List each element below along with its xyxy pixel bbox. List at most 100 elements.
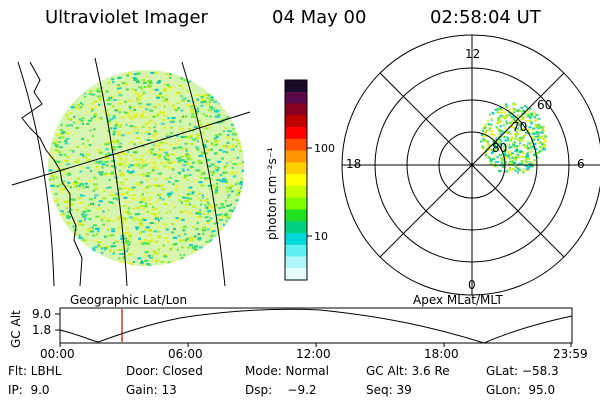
- uv-speckle-dot: [216, 182, 219, 185]
- uv-speckle-dot: [176, 157, 180, 160]
- uv-speckle-dot: [202, 226, 207, 229]
- uv-speckle-dot: [101, 216, 106, 219]
- polar-speckle-dot: [521, 116, 525, 119]
- uv-speckle-dot: [139, 222, 143, 225]
- uv-speckle-dot: [177, 159, 181, 162]
- polar-speckle-dot: [491, 152, 493, 155]
- uv-speckle-dot: [240, 195, 244, 198]
- uv-speckle-dot: [215, 189, 218, 192]
- polar-speckle-dot: [530, 145, 533, 148]
- uv-speckle-dot: [218, 102, 223, 105]
- uv-speckle-dot: [122, 245, 127, 248]
- uv-speckle-dot: [142, 175, 145, 178]
- uv-speckle-dot: [202, 144, 207, 147]
- uv-speckle-dot: [166, 84, 170, 87]
- polar-speckle-dot: [521, 137, 525, 140]
- uv-speckle-dot: [87, 159, 91, 162]
- polar-speckle-dot: [518, 144, 520, 147]
- uv-speckle-dot: [208, 230, 211, 233]
- uv-speckle-dot: [148, 80, 152, 83]
- uv-speckle-dot: [179, 253, 182, 256]
- polar-speckle-dot: [488, 128, 491, 131]
- polar-speckle-dot: [489, 113, 491, 116]
- uv-speckle-dot: [209, 239, 213, 242]
- uv-speckle-dot: [199, 199, 202, 202]
- uv-speckle-dot: [140, 142, 143, 144]
- uv-speckle-dot: [148, 149, 152, 152]
- uv-speckle-dot: [91, 247, 96, 250]
- uv-speckle-dot: [147, 84, 152, 87]
- polar-speckle-dot: [496, 111, 500, 114]
- uv-speckle-dot: [105, 90, 109, 93]
- uv-speckle-dot: [201, 211, 204, 214]
- uv-speckle-dot: [116, 131, 119, 134]
- polar-speckle-dot: [540, 126, 543, 129]
- uv-speckle-dot: [214, 234, 217, 237]
- uv-speckle-dot: [206, 228, 210, 231]
- uv-speckle-dot: [227, 134, 230, 137]
- uv-speckle-dot: [209, 106, 214, 109]
- uv-speckle-dot: [156, 200, 159, 203]
- polar-speckle-dot: [510, 133, 513, 136]
- polar-speckle-dot: [497, 143, 500, 146]
- uv-speckle-dot: [140, 115, 145, 118]
- uv-speckle-dot: [240, 186, 244, 189]
- uv-speckle-dot: [105, 165, 108, 168]
- uv-speckle-dot: [218, 133, 223, 136]
- uv-speckle-dot: [82, 210, 87, 213]
- polar-speckle-dot: [526, 115, 529, 118]
- uv-speckle-dot: [182, 196, 186, 199]
- uv-speckle-dot: [204, 127, 209, 130]
- uv-speckle-dot: [54, 192, 58, 195]
- uv-speckle-dot: [179, 258, 183, 261]
- polar-speckle-dot: [489, 163, 493, 166]
- uv-speckle-dot: [200, 96, 204, 99]
- uv-speckle-dot: [175, 134, 179, 137]
- uv-speckle-dot: [176, 248, 179, 251]
- polar-speckle-dot: [515, 135, 517, 138]
- uv-speckle-dot: [225, 186, 230, 189]
- uv-speckle-dot: [173, 206, 176, 209]
- uv-speckle-dot: [108, 179, 111, 182]
- uv-speckle-dot: [169, 248, 172, 251]
- uv-speckle-dot: [133, 108, 136, 111]
- uv-speckle-dot: [231, 171, 235, 174]
- uv-speckle-dot: [190, 103, 195, 106]
- uv-speckle-dot: [166, 240, 170, 243]
- uv-speckle-dot: [123, 232, 127, 235]
- uv-speckle-dot: [167, 166, 170, 169]
- uv-speckle-dot: [194, 116, 197, 119]
- uv-speckle-dot: [193, 99, 198, 102]
- uv-speckle-dot: [106, 141, 111, 144]
- uv-speckle-dot: [241, 169, 244, 172]
- uv-speckle-dot: [179, 159, 183, 162]
- uv-speckle-dot: [66, 209, 69, 212]
- uv-speckle-dot: [186, 211, 190, 213]
- uv-speckle-dot: [181, 168, 185, 171]
- uv-speckle-dot: [114, 240, 119, 243]
- uv-speckle-dot: [216, 151, 219, 154]
- uv-speckle-dot: [79, 119, 83, 122]
- uv-speckle-dot: [62, 212, 65, 215]
- uv-speckle-dot: [157, 172, 162, 175]
- polar-speckle-dot: [503, 154, 506, 157]
- uv-speckle-dot: [196, 137, 199, 139]
- uv-speckle-dot: [113, 99, 117, 102]
- uv-speckle-dot: [213, 100, 218, 103]
- uv-speckle-dot: [167, 135, 172, 138]
- uv-speckle-dot: [130, 77, 133, 80]
- polar-mlat-mlt-panel: 12 0 18 6 60 70 80: [341, 34, 600, 296]
- uv-speckle-dot: [189, 244, 194, 247]
- colorbar-band: [285, 221, 307, 234]
- polar-speckle-dot: [535, 118, 539, 121]
- uv-speckle-dot: [149, 236, 153, 239]
- uv-speckle-dot: [190, 167, 193, 169]
- uv-speckle-dot: [76, 145, 80, 148]
- uv-speckle-dot: [154, 123, 157, 126]
- polar-speckle-dot: [519, 150, 523, 153]
- uv-speckle-dot: [60, 213, 63, 216]
- uv-speckle-dot: [120, 235, 125, 237]
- uv-speckle-dot: [111, 165, 116, 168]
- uv-speckle-dot: [94, 162, 98, 165]
- polar-speckle-dot: [482, 137, 485, 140]
